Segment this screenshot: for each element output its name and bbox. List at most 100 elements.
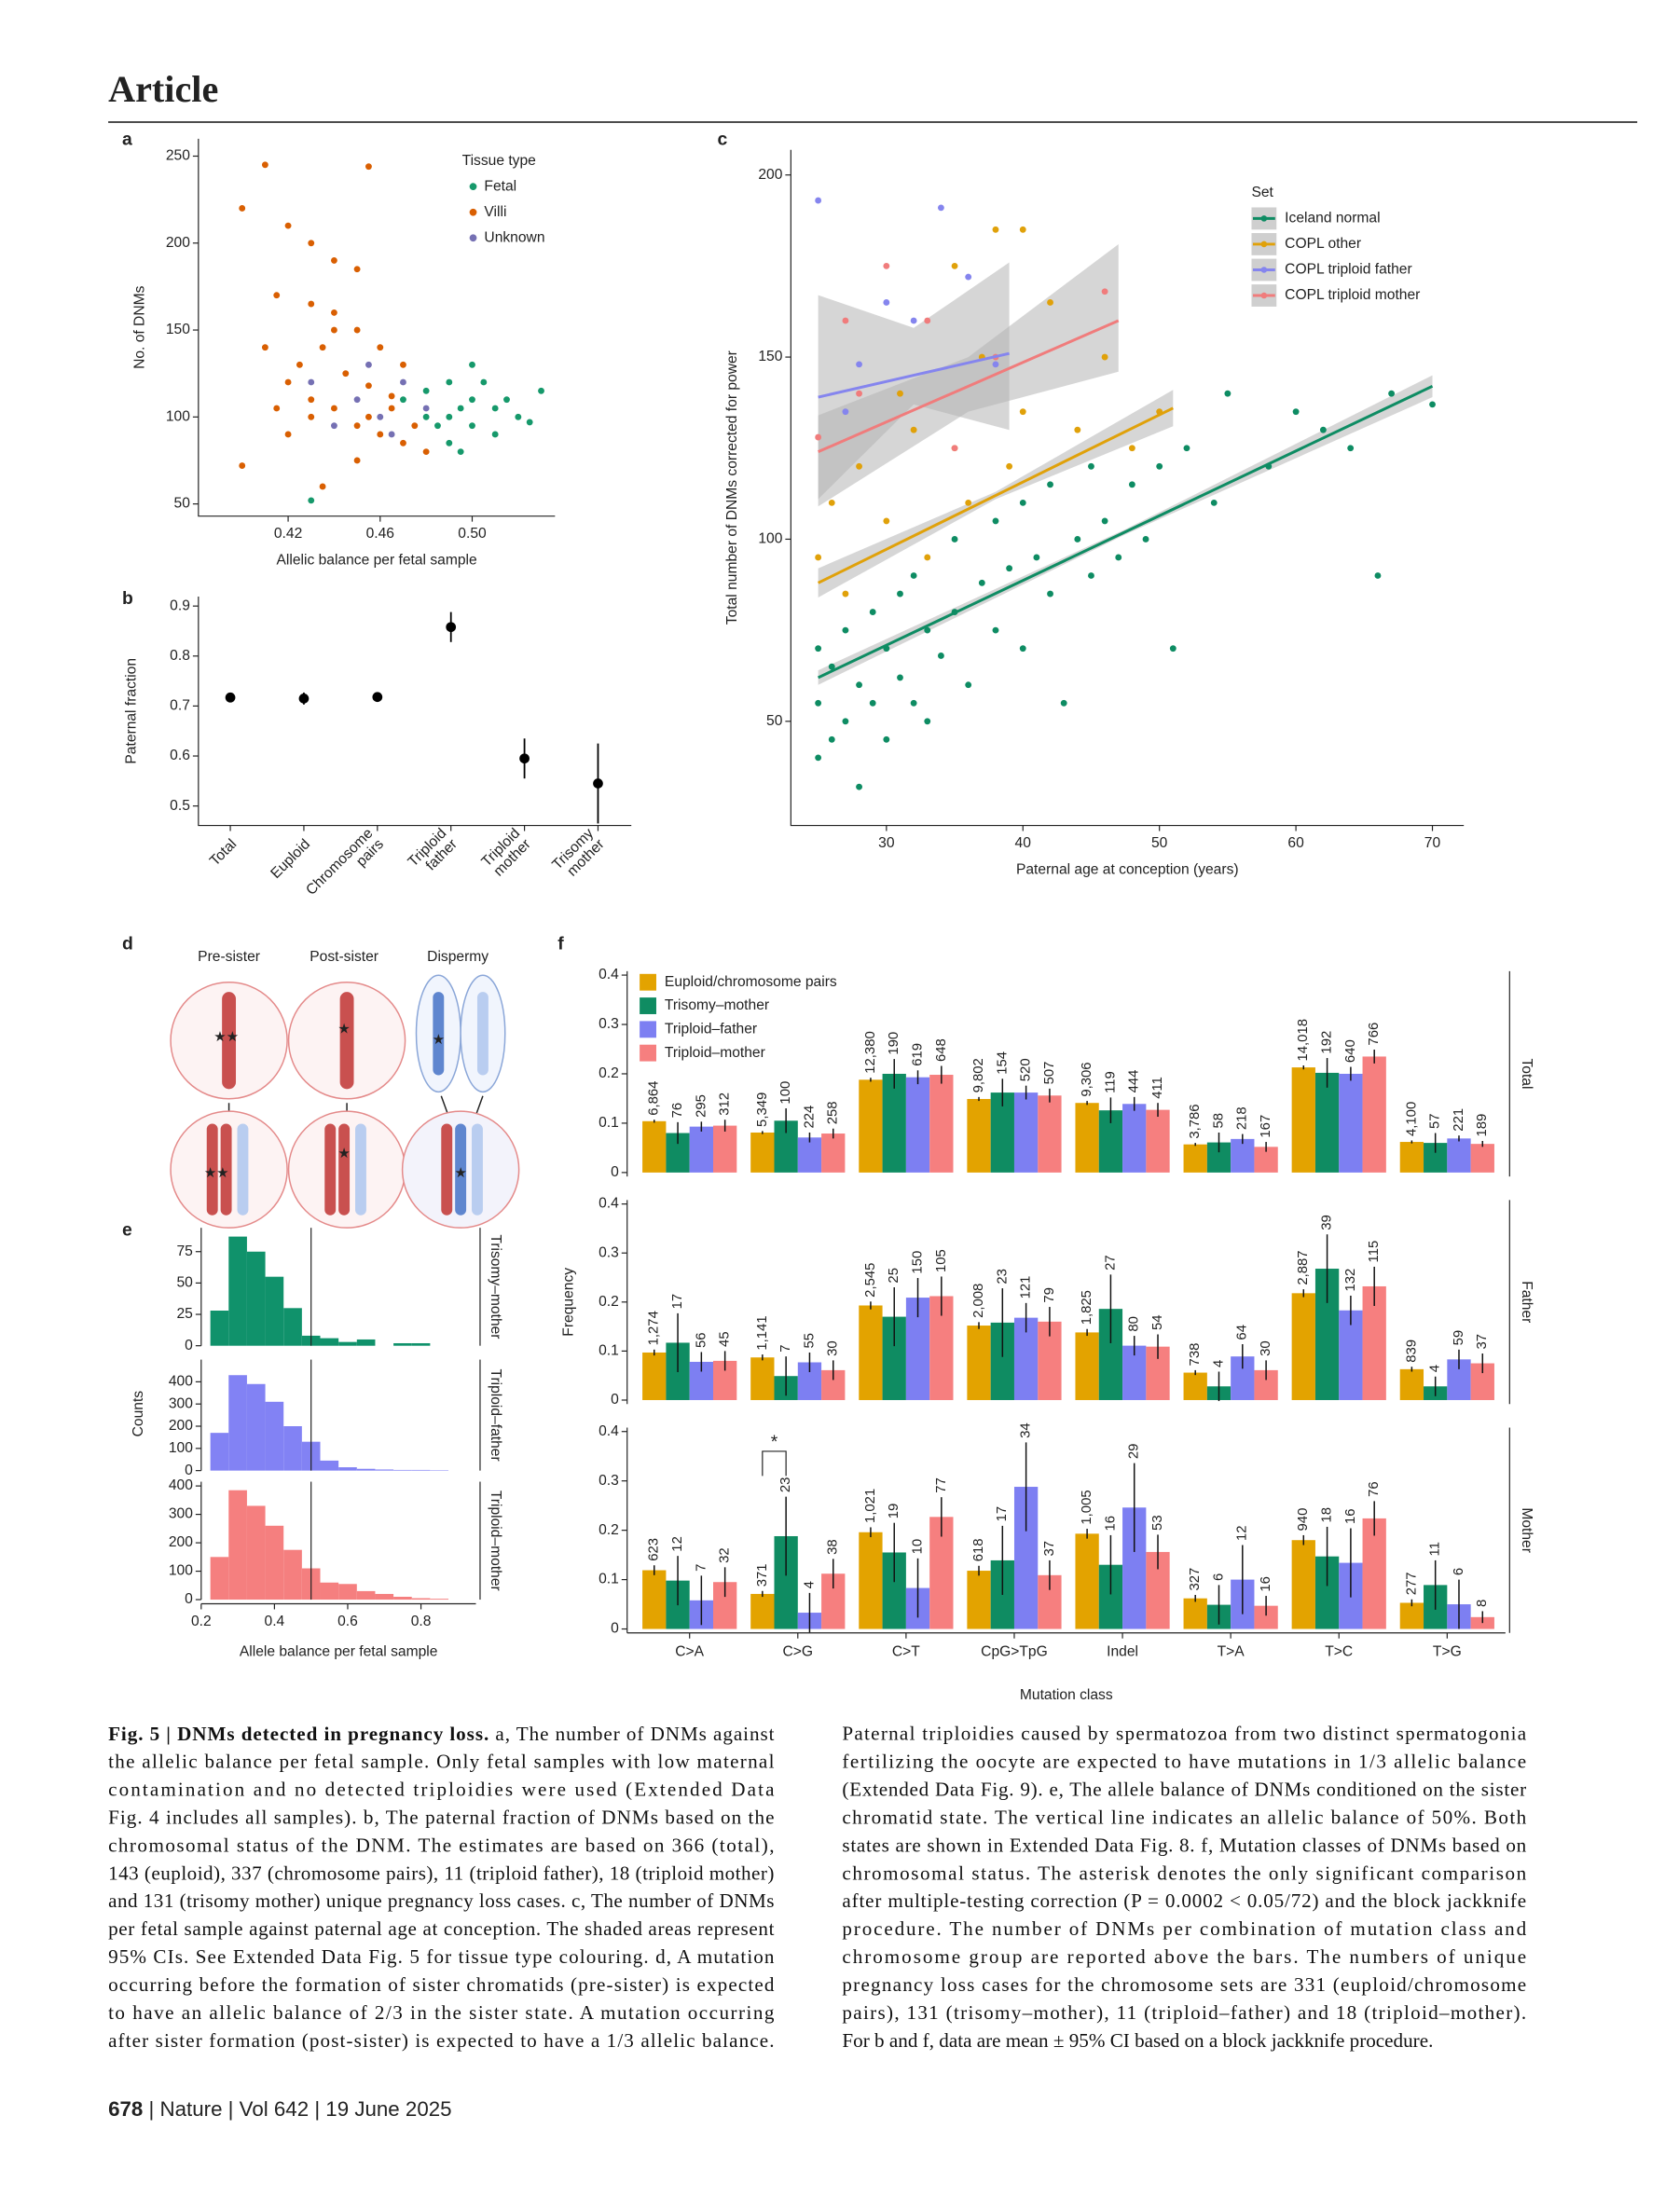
point bbox=[388, 405, 395, 412]
count-label: 5,349 bbox=[755, 1092, 770, 1127]
legend-label: COPL triploid mother bbox=[1285, 287, 1420, 303]
point bbox=[965, 681, 972, 689]
point bbox=[469, 361, 475, 368]
bar bbox=[797, 1137, 822, 1173]
bar bbox=[1013, 1092, 1039, 1173]
footer-text: | Nature | Vol 642 | 19 June 2025 bbox=[143, 2097, 451, 2121]
count-label: 619 bbox=[910, 1043, 925, 1066]
point bbox=[1060, 699, 1067, 707]
histogram-bar bbox=[338, 1467, 357, 1471]
bar bbox=[750, 1357, 775, 1400]
point bbox=[883, 735, 890, 743]
count-label: 100 bbox=[778, 1081, 793, 1105]
count-label: 1,274 bbox=[647, 1311, 662, 1345]
diagram-label: Pre-sister bbox=[198, 949, 260, 965]
point bbox=[434, 422, 441, 430]
legend-swatch bbox=[1260, 292, 1268, 299]
point bbox=[1224, 390, 1232, 397]
histogram-bar bbox=[356, 1468, 376, 1471]
point bbox=[1292, 408, 1300, 416]
x-tick-label: T>A bbox=[1218, 1644, 1245, 1660]
point bbox=[856, 783, 862, 790]
count-label: 23 bbox=[995, 1269, 1010, 1285]
bar bbox=[859, 1079, 883, 1173]
point bbox=[924, 317, 931, 324]
bar bbox=[859, 1532, 883, 1629]
count-label: 19 bbox=[887, 1504, 901, 1519]
histogram-bar bbox=[430, 1599, 449, 1601]
y-tick-label: 100 bbox=[166, 408, 190, 424]
point bbox=[1019, 226, 1026, 233]
histogram-bar bbox=[283, 1308, 302, 1346]
count-label: 18 bbox=[1320, 1507, 1335, 1523]
panel-letter: a bbox=[122, 129, 132, 149]
legend-label: Euploid/chromosome pairs bbox=[665, 974, 837, 990]
diagram-label: Dispermy bbox=[427, 949, 488, 965]
point bbox=[815, 197, 822, 204]
point bbox=[815, 554, 822, 561]
count-label: 32 bbox=[718, 1547, 733, 1563]
histogram-bar bbox=[283, 1549, 302, 1601]
count-label: 738 bbox=[1188, 1343, 1203, 1367]
point bbox=[457, 405, 464, 412]
count-label: 6,864 bbox=[647, 1081, 662, 1116]
histogram-bar bbox=[283, 1426, 302, 1471]
point bbox=[308, 240, 315, 247]
caption-line: Fig. 4 includes all samples). b, The pat… bbox=[108, 1806, 774, 1828]
diagram-d: Pre-sister Post-sister Dispermy ★★ ★ ★ ★… bbox=[170, 949, 520, 1229]
point bbox=[1319, 426, 1327, 433]
histogram-bar bbox=[411, 1342, 431, 1346]
bar bbox=[750, 1132, 775, 1173]
y-tick-label: 0.1 bbox=[599, 1572, 619, 1587]
point bbox=[828, 663, 835, 670]
x-tick-label: T>C bbox=[1325, 1644, 1353, 1660]
histogram-bar bbox=[375, 1593, 394, 1601]
x-tick-label: 0.6 bbox=[337, 1614, 358, 1629]
count-label: 623 bbox=[647, 1538, 662, 1561]
point bbox=[388, 392, 395, 400]
point bbox=[365, 413, 372, 420]
star: ★ bbox=[337, 1022, 350, 1037]
point bbox=[284, 222, 292, 229]
y-tick-label: 0 bbox=[611, 1164, 619, 1180]
significance-label: * bbox=[771, 1432, 778, 1452]
y-tick-label: 300 bbox=[169, 1506, 193, 1522]
count-label: 218 bbox=[1235, 1106, 1250, 1130]
panel-letter: e bbox=[122, 1219, 132, 1240]
caption-line: per fetal sample against paternal age at… bbox=[108, 1917, 775, 1940]
histogram-bar bbox=[228, 1375, 247, 1471]
count-label: 4 bbox=[802, 1581, 817, 1588]
y-tick-label: 0.1 bbox=[599, 1115, 619, 1131]
y-tick-label: 25 bbox=[177, 1306, 194, 1322]
point bbox=[842, 626, 849, 634]
count-label: 4 bbox=[1428, 1365, 1443, 1372]
count-label: 77 bbox=[934, 1477, 949, 1493]
x-tick-label: 0.50 bbox=[458, 526, 487, 542]
count-label: 1,005 bbox=[1080, 1490, 1094, 1524]
count-label: 2,545 bbox=[863, 1263, 878, 1298]
count-label: 38 bbox=[826, 1539, 841, 1555]
chromosome bbox=[433, 992, 445, 1076]
point bbox=[1006, 462, 1013, 470]
point bbox=[1006, 565, 1013, 572]
point bbox=[469, 422, 475, 430]
x-tick-label: 0.4 bbox=[265, 1614, 285, 1629]
bar bbox=[642, 1120, 667, 1173]
bar bbox=[1231, 1138, 1255, 1173]
point bbox=[883, 517, 890, 525]
point bbox=[910, 426, 917, 433]
point bbox=[400, 378, 406, 386]
axis-label: Triploid–mother bbox=[488, 1491, 503, 1591]
chromosome bbox=[338, 1123, 351, 1216]
count-label: 2,008 bbox=[971, 1284, 986, 1318]
point bbox=[273, 405, 281, 412]
point bbox=[951, 262, 958, 269]
point bbox=[1047, 590, 1053, 598]
count-label: 30 bbox=[826, 1340, 841, 1356]
x-tick-label: C>A bbox=[675, 1644, 704, 1660]
point bbox=[308, 413, 315, 420]
point bbox=[319, 344, 326, 351]
point bbox=[1115, 554, 1122, 561]
caption-line: 143 (euploid), 337 (chromosome pairs), 1… bbox=[108, 1862, 774, 1884]
